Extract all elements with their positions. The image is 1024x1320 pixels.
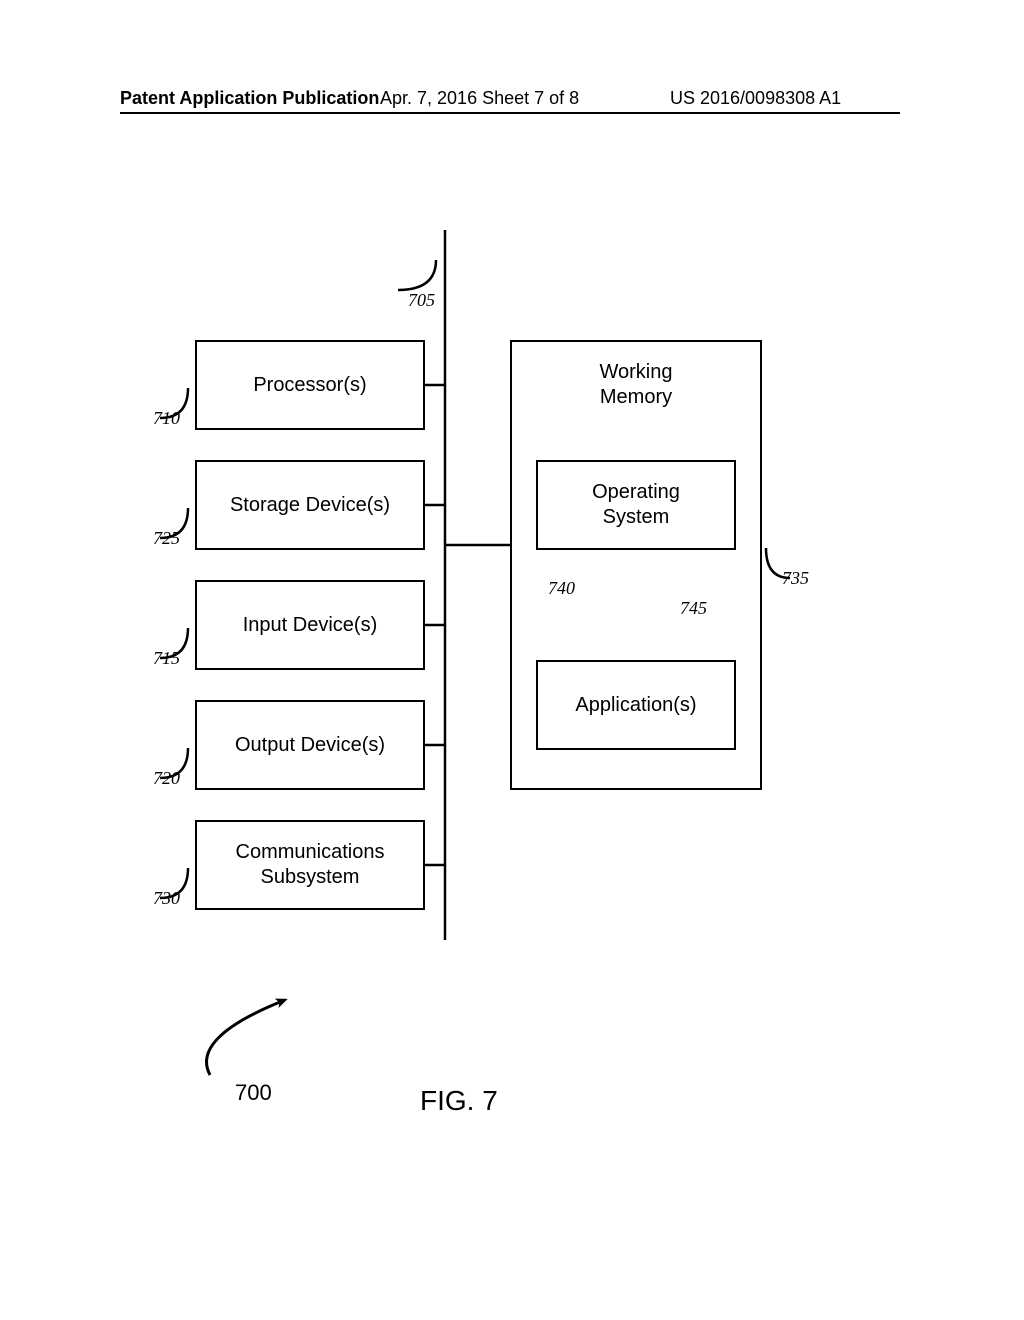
block-apps: Application(s) xyxy=(536,660,736,750)
ref-processor: 710 xyxy=(153,408,180,429)
ref-bus: 705 xyxy=(408,290,435,311)
ref-comm: 730 xyxy=(153,888,180,909)
working-memory-label: Working Memory xyxy=(512,360,760,410)
ref-input: 715 xyxy=(153,648,180,669)
ref-storage: 725 xyxy=(153,528,180,549)
block-storage: Storage Device(s) xyxy=(195,460,425,550)
ref-output: 720 xyxy=(153,768,180,789)
block-comm: CommunicationsSubsystem xyxy=(195,820,425,910)
block-processor: Processor(s) xyxy=(195,340,425,430)
ref-working-memory: 735 xyxy=(782,568,809,589)
ref-os: 740 xyxy=(548,578,575,599)
system-ref-number: 700 xyxy=(235,1080,272,1106)
block-input: Input Device(s) xyxy=(195,580,425,670)
figure-caption: FIG. 7 xyxy=(420,1085,498,1117)
ref-apps: 745 xyxy=(680,598,707,619)
block-os: OperatingSystem xyxy=(536,460,736,550)
block-output: Output Device(s) xyxy=(195,700,425,790)
